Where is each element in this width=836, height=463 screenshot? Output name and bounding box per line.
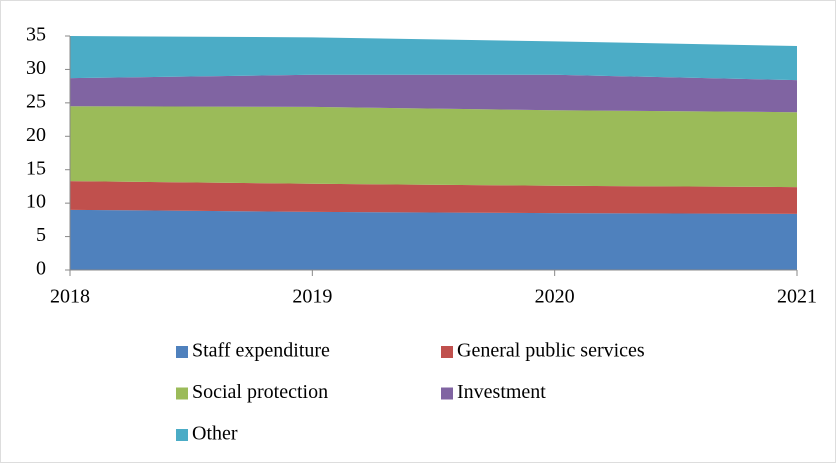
legend-swatch [176,429,188,441]
legend-swatch [176,346,188,358]
legend-label: Other [192,423,238,445]
x-tick-label: 2020 [535,286,575,308]
y-tick-label: 30 [26,57,46,79]
area [70,209,797,270]
y-tick-label: 15 [26,157,46,179]
area [70,74,797,113]
legend-swatch [176,387,188,400]
area [70,181,797,214]
y-tick-label: 35 [26,24,46,46]
area [70,106,797,188]
y-tick-label: 5 [36,224,46,246]
legend-label: Investment [457,381,546,403]
x-tick-label: 2021 [777,286,817,308]
legend-swatch [441,346,453,358]
y-tick-label: 0 [36,258,46,280]
legend-label: Staff expenditure [192,340,330,362]
y-tick-label: 10 [26,191,46,213]
legend-label: Social protection [192,381,328,403]
area [70,36,797,81]
y-tick-label: 20 [26,124,46,146]
x-tick-label: 2019 [292,286,332,308]
y-tick-label: 25 [26,90,46,112]
legend-label: General public services [457,340,645,362]
x-tick-label: 2018 [50,286,90,308]
legend-swatch [441,387,453,400]
